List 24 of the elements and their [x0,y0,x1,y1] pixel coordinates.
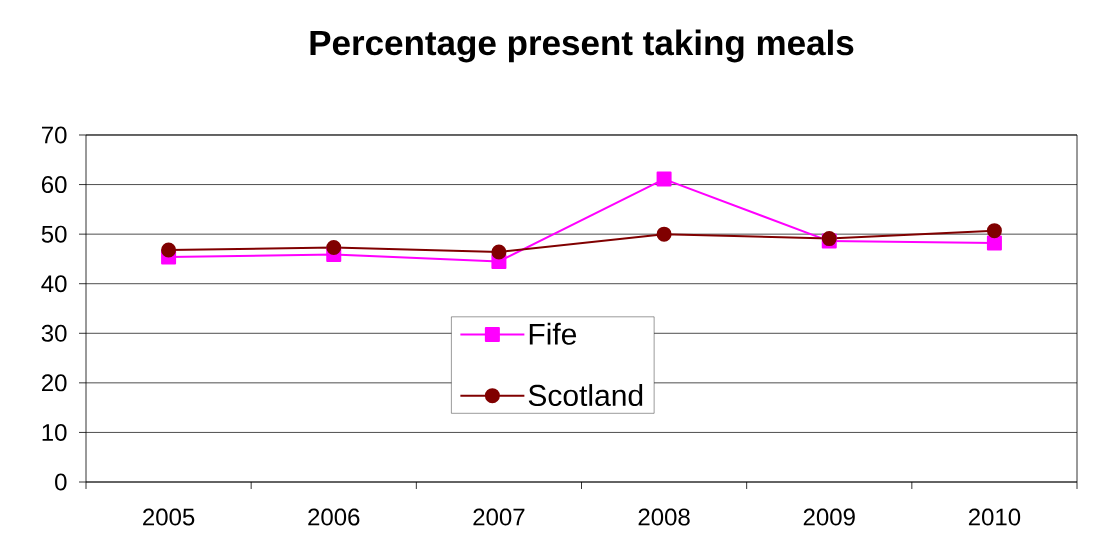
x-tick-label: 2010 [968,508,1021,526]
x-tick-label: 2006 [308,508,360,526]
x-tick-label: 2005 [143,508,195,526]
point [161,242,177,258]
x-tick-label: 2007 [473,508,525,526]
y-tick-label: 10 [42,423,67,441]
chart-title: Percentage present taking meals [310,29,854,63]
y-tick-label: 70 [42,126,67,144]
point [656,226,672,242]
x-tick-label: 2008 [638,508,690,526]
point [656,171,672,187]
y-tick-label: 60 [42,176,67,194]
y-tick-label: 0 [55,473,67,491]
y-tick-label: 40 [41,275,67,293]
y-tick-label: 50 [41,225,67,243]
y-tick-label: 20 [41,374,67,392]
point [491,244,507,260]
point [986,235,1002,251]
x-tick-label: 2009 [803,508,855,526]
y-tick-label: 30 [41,324,67,342]
legend-label: Fife [529,322,577,345]
legend-label: Scotland [528,384,643,407]
point [986,223,1002,239]
point [326,240,342,256]
